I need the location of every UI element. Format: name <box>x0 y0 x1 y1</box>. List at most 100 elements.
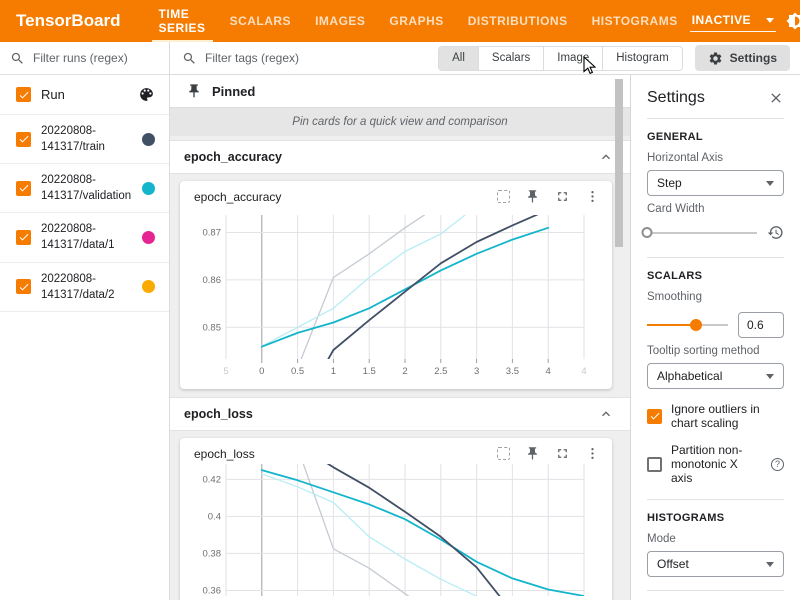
ignore-outliers-label: Ignore outliers in chart scaling <box>671 402 760 430</box>
settings-section-images: IMAGES Brightness Contrast <box>647 590 784 600</box>
epoch-accuracy-line-chart[interactable]: 5 0 0.5 1 1.5 2 2.5 3 3.5 4 4 0.85 0.86 0.87 <box>188 207 592 381</box>
run-checkbox[interactable] <box>16 180 31 196</box>
partition-x-axis-label: Partition non-monotonic X axis <box>671 443 743 485</box>
partition-x-axis-checkbox[interactable] <box>647 456 662 472</box>
filter-button-all[interactable]: All <box>439 46 479 70</box>
pin-icon[interactable] <box>525 189 540 204</box>
filter-button-scalars[interactable]: Scalars <box>478 46 545 70</box>
run-name: 20220808-141317/data/1 <box>41 223 115 252</box>
status-dropdown[interactable]: INACTIVE <box>689 10 776 32</box>
tab-graphs[interactable]: GRAPHS <box>389 14 444 28</box>
chevron-up-icon[interactable] <box>598 406 614 422</box>
run-row: 20220808-141317/data/1 <box>0 213 169 263</box>
run-color-dot <box>142 132 155 146</box>
run-row: 20220808-141317/data/2 <box>0 263 169 312</box>
search-icon <box>182 51 197 66</box>
horizontal-axis-value: Step <box>657 176 682 190</box>
histogram-mode-select[interactable]: Offset <box>647 551 784 577</box>
runs-header-row: Run <box>0 75 169 115</box>
fit-domain-icon[interactable] <box>497 447 510 460</box>
fullscreen-icon[interactable] <box>555 446 570 461</box>
run-select-all-checkbox[interactable] <box>16 87 31 102</box>
close-icon[interactable] <box>768 90 784 106</box>
runs-filter-input[interactable] <box>33 51 159 65</box>
help-icon[interactable]: ? <box>771 457 784 471</box>
filter-button-image[interactable]: Image <box>544 46 604 70</box>
section-header-epoch-accuracy[interactable]: epoch_accuracy <box>170 140 630 174</box>
horizontal-axis-select[interactable]: Step <box>647 170 784 196</box>
tab-histograms[interactable]: HISTOGRAMS <box>591 14 678 28</box>
section-title: epoch_loss <box>184 407 253 421</box>
pinned-title: Pinned <box>212 83 256 99</box>
section-heading: GENERAL <box>647 131 703 143</box>
svg-text:0: 0 <box>259 366 264 377</box>
histogram-mode-label: Mode <box>647 533 676 545</box>
pinned-section-header: Pinned <box>170 75 630 107</box>
settings-panel-title: Settings <box>647 89 705 106</box>
svg-text:0.42: 0.42 <box>203 474 222 485</box>
run-color-dot <box>142 181 155 195</box>
run-row: 20220808-141317/train <box>0 115 169 165</box>
svg-text:2: 2 <box>402 366 407 377</box>
vertical-scrollbar[interactable] <box>615 79 623 247</box>
svg-text:0.38: 0.38 <box>203 548 222 559</box>
run-name: 20220808-141317/validation <box>41 174 132 203</box>
runs-column-header: Run <box>41 87 65 102</box>
run-checkbox[interactable] <box>16 229 31 245</box>
svg-text:2.5: 2.5 <box>434 366 447 377</box>
tab-images[interactable]: IMAGES <box>315 14 366 28</box>
epoch-loss-line-chart[interactable]: 0.42 0.4 0.38 0.36 <box>188 464 592 596</box>
pin-icon[interactable] <box>525 446 540 461</box>
runs-filter <box>0 42 169 75</box>
settings-section-histograms: HISTOGRAMS Mode Offset <box>647 499 784 590</box>
histogram-mode-value: Offset <box>657 557 689 571</box>
card-width-slider[interactable] <box>641 226 757 240</box>
chevron-down-icon <box>766 180 774 186</box>
svg-text:0.86: 0.86 <box>203 275 222 286</box>
svg-text:4: 4 <box>546 366 551 377</box>
top-app-bar: TensorBoard TIME SERIES SCALARS IMAGES GRAP… <box>0 0 800 42</box>
chevron-down-icon <box>766 561 774 567</box>
svg-text:1.5: 1.5 <box>363 366 376 377</box>
smoothing-value-input[interactable]: 0.6 <box>738 312 784 338</box>
section-heading: HISTOGRAMS <box>647 512 725 524</box>
cards-area: Pinned Pin cards for a quick view and co… <box>170 75 630 600</box>
section-heading: SCALARS <box>647 270 703 282</box>
fit-domain-icon[interactable] <box>497 190 510 203</box>
runs-list: 20220808-141317/train 20220808-141317/val… <box>0 115 169 312</box>
section-title: epoch_accuracy <box>184 150 282 164</box>
smoothing-slider[interactable] <box>647 318 728 332</box>
svg-text:0.4: 0.4 <box>208 511 221 522</box>
chevron-down-icon <box>765 17 774 23</box>
chevron-down-icon <box>766 373 774 379</box>
more-options-icon[interactable] <box>585 446 600 461</box>
tooltip-sorting-select[interactable]: Alphabetical <box>647 363 784 389</box>
svg-text:3.5: 3.5 <box>506 366 519 377</box>
filter-button-histogram[interactable]: Histogram <box>603 46 682 70</box>
settings-section-general: GENERAL Horizontal Axis Step Card Width <box>641 118 784 257</box>
settings-section-scalars: SCALARS Smoothing 0.6 Tooltip sorting me… <box>647 257 784 499</box>
fullscreen-icon[interactable] <box>555 189 570 204</box>
more-options-icon[interactable] <box>585 189 600 204</box>
gear-icon <box>709 52 721 64</box>
run-checkbox[interactable] <box>16 279 31 295</box>
reset-icon[interactable] <box>767 224 784 241</box>
section-header-epoch-loss[interactable]: epoch_loss <box>170 397 630 431</box>
svg-text:0.36: 0.36 <box>203 585 222 596</box>
app-logo: TensorBoard <box>16 11 121 30</box>
chevron-up-icon[interactable] <box>598 149 614 165</box>
tab-scalars[interactable]: SCALARS <box>229 14 292 28</box>
palette-icon[interactable] <box>138 86 155 103</box>
tab-time-series[interactable]: TIME SERIES <box>147 0 218 42</box>
svg-text:0.5: 0.5 <box>291 366 304 377</box>
brightness-icon[interactable] <box>782 8 800 35</box>
header-actions: INACTIVE <box>689 0 800 42</box>
run-checkbox[interactable] <box>16 131 31 147</box>
search-icon <box>11 52 23 64</box>
tab-distributions[interactable]: DISTRIBUTIONS <box>467 14 568 28</box>
settings-button[interactable]: Settings <box>694 45 790 71</box>
settings-button-label: Settings <box>729 51 777 65</box>
tooltip-sorting-label: Tooltip sorting method <box>647 345 760 357</box>
tags-filter-input[interactable] <box>205 51 439 65</box>
ignore-outliers-checkbox[interactable] <box>647 408 662 424</box>
